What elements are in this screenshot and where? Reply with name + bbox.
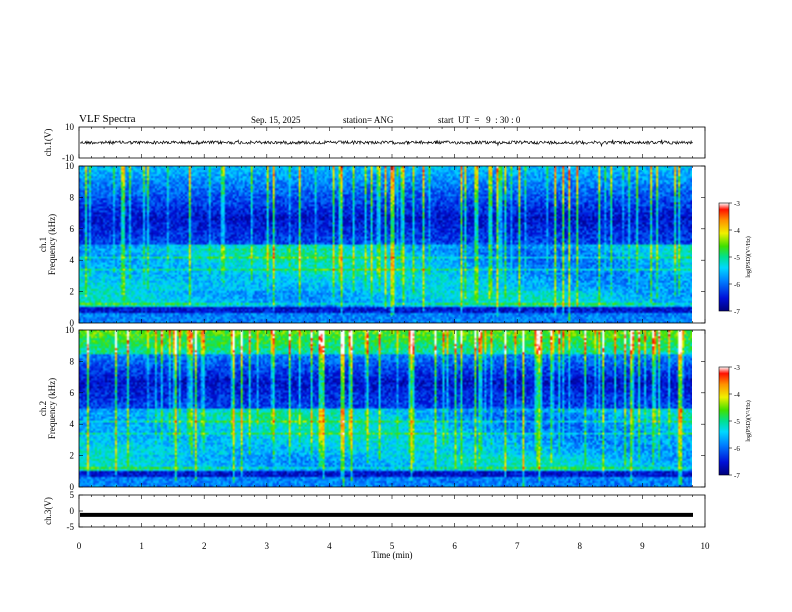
colorbar-tick-label: -5 bbox=[734, 418, 740, 426]
x-axis-label: Time (min) bbox=[372, 550, 413, 560]
x-ticks-0 bbox=[78, 127, 706, 158]
colorbar-tick-label: -4 bbox=[734, 227, 740, 235]
y-tick-label: 2 bbox=[70, 451, 75, 461]
x-ticks-2 bbox=[78, 330, 706, 487]
y-tick-label: 4 bbox=[70, 419, 75, 429]
y-tick-label: 6 bbox=[70, 388, 75, 398]
ch1-ytick-label: 10 bbox=[65, 122, 75, 132]
x-tick-label: 4 bbox=[327, 541, 332, 551]
colorbar-tick-label: -3 bbox=[734, 364, 740, 372]
x-ticks-1 bbox=[78, 166, 706, 323]
ch1-ytick-label: -10 bbox=[62, 153, 74, 163]
ch2-channel-label: ch.2 bbox=[38, 401, 48, 416]
y-tick-label: 10 bbox=[65, 161, 75, 171]
colorbar-tick-label: -6 bbox=[734, 445, 740, 453]
y-tick-label: 8 bbox=[70, 192, 75, 202]
ch3-ylabel: ch.3(V) bbox=[43, 497, 53, 525]
y-tick-label: 0 bbox=[70, 482, 75, 492]
ch1-ylabel: ch.1(V) bbox=[43, 129, 53, 157]
colorbar-tick-label: -7 bbox=[734, 308, 740, 316]
colorbar-tick-label: -7 bbox=[734, 472, 740, 480]
x-tick-label: 3 bbox=[265, 541, 270, 551]
ch2-colorbar-label: log(PSD)(V²/Hz) bbox=[745, 400, 752, 441]
ch2-spectrogram-image bbox=[79, 330, 692, 487]
colorbar-tick-label: -3 bbox=[734, 200, 740, 208]
ch1-trace bbox=[79, 139, 693, 148]
ch2-yticks bbox=[79, 329, 705, 488]
ch3-ytick-label: -5 bbox=[67, 522, 75, 532]
ch1-colorbar bbox=[718, 202, 730, 312]
figure-title: VLF Spectra bbox=[79, 113, 136, 125]
ch1-yticks bbox=[79, 165, 705, 324]
x-tick-label: 5 bbox=[390, 541, 395, 551]
ch2-ylabel: Frequency (kHz) bbox=[47, 378, 57, 439]
x-tick-label: 6 bbox=[452, 541, 457, 551]
x-tick-label: 0 bbox=[77, 541, 82, 551]
x-ticks-3 bbox=[78, 495, 706, 527]
y-tick-label: 8 bbox=[70, 356, 75, 366]
x-tick-label: 9 bbox=[640, 541, 645, 551]
start-time-label: start UT = 9 : 30 : 0 bbox=[438, 115, 521, 125]
colorbar-tick-label: -4 bbox=[734, 391, 740, 399]
colorbar-tick-label: -6 bbox=[734, 281, 740, 289]
y-tick-label: 0 bbox=[70, 318, 75, 328]
ch1-ylabel: Frequency (kHz) bbox=[47, 214, 57, 275]
y-tick-label: 6 bbox=[70, 224, 75, 234]
ch2-colorbar bbox=[718, 366, 730, 476]
ch3-frame bbox=[78, 494, 706, 528]
x-tick-label: 7 bbox=[515, 541, 520, 551]
date-label: Sep. 15, 2025 bbox=[251, 115, 301, 125]
x-tick-label: 2 bbox=[202, 541, 207, 551]
ch1-channel-label: ch.1 bbox=[38, 237, 48, 252]
y-tick-label: 2 bbox=[70, 287, 75, 297]
ch1-spectrogram-image bbox=[79, 166, 692, 323]
ch3-ytick-label: 0 bbox=[70, 506, 75, 516]
y-tick-label: 10 bbox=[65, 325, 75, 335]
x-tick-label: 1 bbox=[139, 541, 144, 551]
ch1-colorbar-label: log(PSD)(V²/Hz) bbox=[745, 236, 752, 277]
ch3-ytick-label: 5 bbox=[70, 490, 75, 500]
y-tick-label: 4 bbox=[70, 255, 75, 265]
x-tick-label: 8 bbox=[578, 541, 583, 551]
x-tick-label: 10 bbox=[701, 541, 711, 551]
colorbar-tick-label: -5 bbox=[734, 254, 740, 262]
station-label: station= ANG bbox=[343, 115, 394, 125]
